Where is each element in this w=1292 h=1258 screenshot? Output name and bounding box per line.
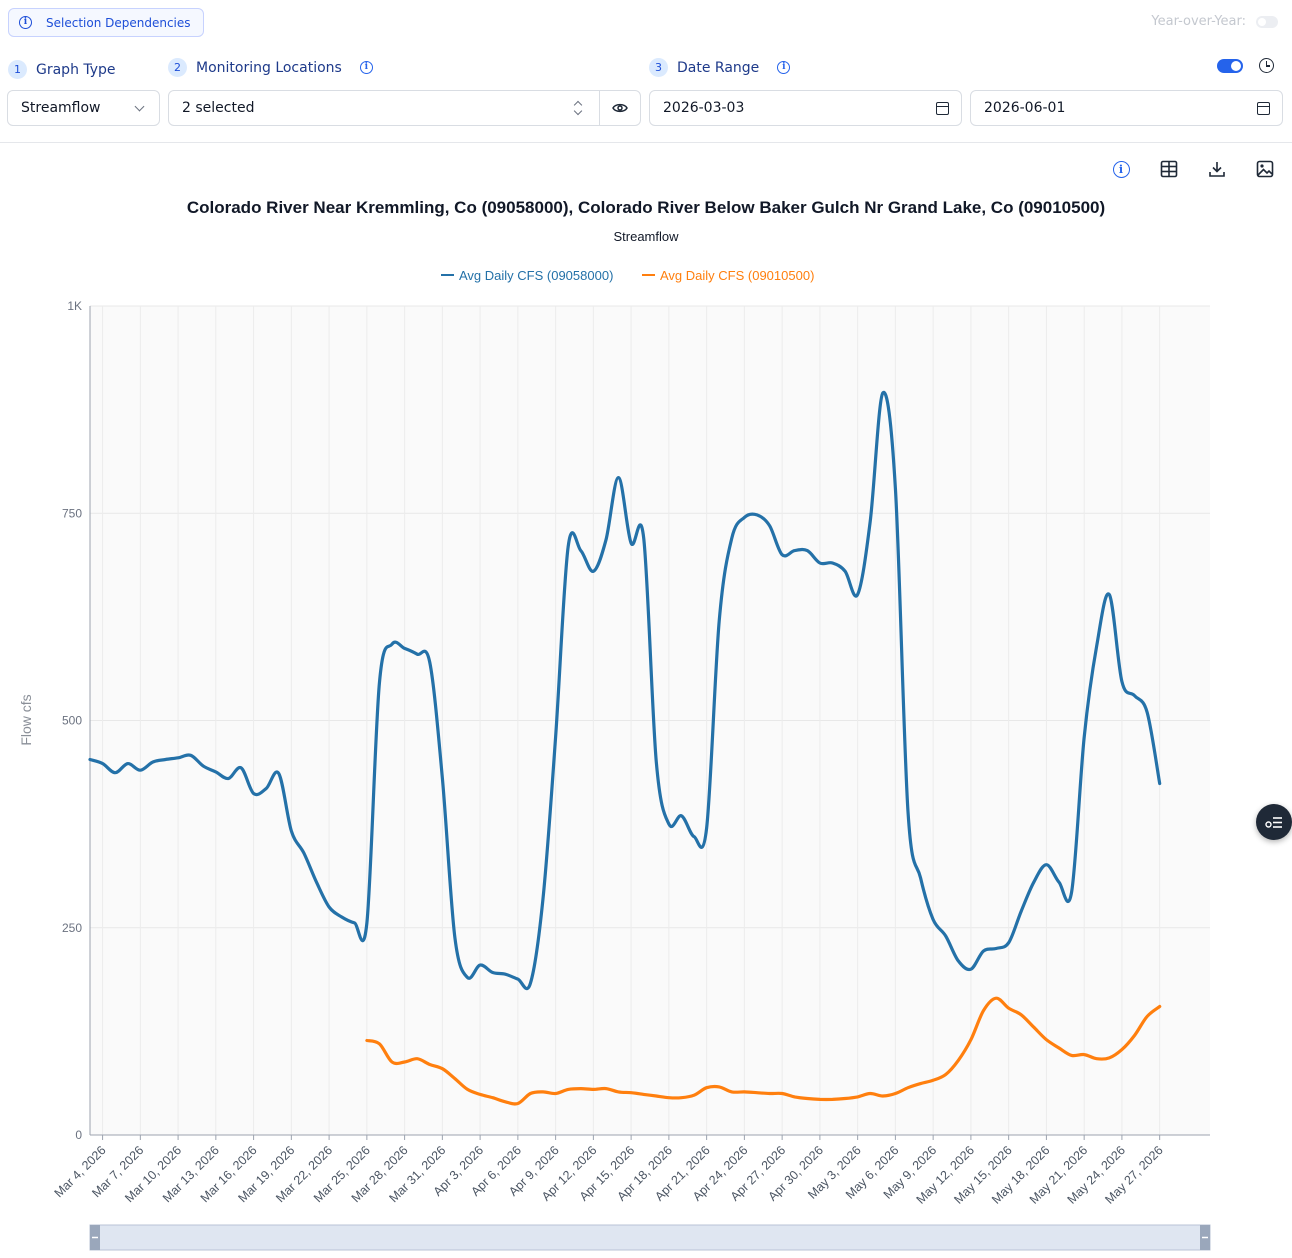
graph-type-select[interactable]: Streamflow [7,90,160,126]
y-tick-label: 250 [62,921,82,935]
view-locations-button[interactable] [599,91,640,125]
step-number: 2 [168,58,187,77]
info-icon: i [1112,160,1130,178]
start-date-value: 2026-03-03 [663,100,745,116]
graph-type-value: Streamflow [21,100,101,116]
divider [0,142,1292,143]
calendar-icon[interactable] [936,101,949,115]
legend-toggle-button[interactable] [1256,804,1292,840]
date-range-toggle[interactable] [1217,58,1243,73]
chart-title: Colorado River Near Kremmling, Co (09058… [186,198,1106,217]
chevron-down-icon [134,101,145,111]
step-number: 1 [8,60,27,79]
legend-item-2[interactable]: Avg Daily CFS (09010500) [660,268,814,283]
y-axis: 0 250 500 750 1K [62,299,91,1142]
step-number: 3 [649,58,668,77]
legend-list-icon [1265,817,1282,828]
save-image-button[interactable] [1254,158,1276,180]
series-lines [88,390,1162,1106]
y-tick-label: 500 [62,714,82,728]
step-monitoring-locations: 2 Monitoring Locations i [168,58,373,77]
year-over-year-toggle[interactable] [1256,15,1278,28]
info-icon[interactable]: i [359,61,373,74]
date-range-controls [1217,58,1274,73]
chart-info-button[interactable]: i [1110,158,1132,180]
step-label: Date Range [677,59,760,76]
top-bar: i Selection Dependencies Year-over-Year: [0,0,1292,44]
clock-icon[interactable] [1259,58,1274,73]
eye-icon [612,103,628,113]
up-down-chevron-icon [573,100,583,116]
download-button[interactable] [1206,158,1228,180]
table-view-button[interactable] [1158,158,1180,180]
chart-legend[interactable]: Avg Daily CFS (09058000) Avg Daily CFS (0… [441,268,814,283]
zoom-slider[interactable] [89,1224,1211,1251]
step-label: Monitoring Locations [196,59,342,76]
step-graph-type: 1 Graph Type [8,60,116,79]
selection-dependencies-label: Selection Dependencies [46,15,191,30]
series-line-2[interactable] [365,996,1162,1106]
chart-toolbar: i [1110,158,1276,180]
y-tick-label: 750 [62,506,82,520]
step-label: Graph Type [36,61,116,78]
image-icon [1256,160,1274,178]
download-icon [1209,162,1225,177]
end-date-input[interactable]: 2026-06-01 [970,90,1283,126]
info-icon: i [19,16,32,29]
selection-dependencies-button[interactable]: i Selection Dependencies [8,8,204,37]
year-over-year-label: Year-over-Year: [1151,14,1246,29]
y-axis-label: Flow cfs [18,694,34,745]
end-date-value: 2026-06-01 [984,100,1066,116]
chart-subtitle: Streamflow [613,229,679,244]
series-line-1[interactable] [88,390,1162,991]
chart-grid [90,305,1210,1136]
step-date-range: 3 Date Range i [649,58,791,77]
table-icon [1160,160,1178,178]
y-tick-label: 0 [75,1128,82,1142]
y-tick-label: 1K [67,299,82,313]
info-icon[interactable]: i [777,61,791,74]
start-date-input[interactable]: 2026-03-03 [649,90,962,126]
calendar-icon[interactable] [1257,101,1270,115]
legend-item-1[interactable]: Avg Daily CFS (09058000) [459,268,613,283]
locations-value: 2 selected [182,100,255,116]
year-over-year-control: Year-over-Year: [1151,14,1278,29]
monitoring-locations-select[interactable]: 2 selected [168,90,641,126]
